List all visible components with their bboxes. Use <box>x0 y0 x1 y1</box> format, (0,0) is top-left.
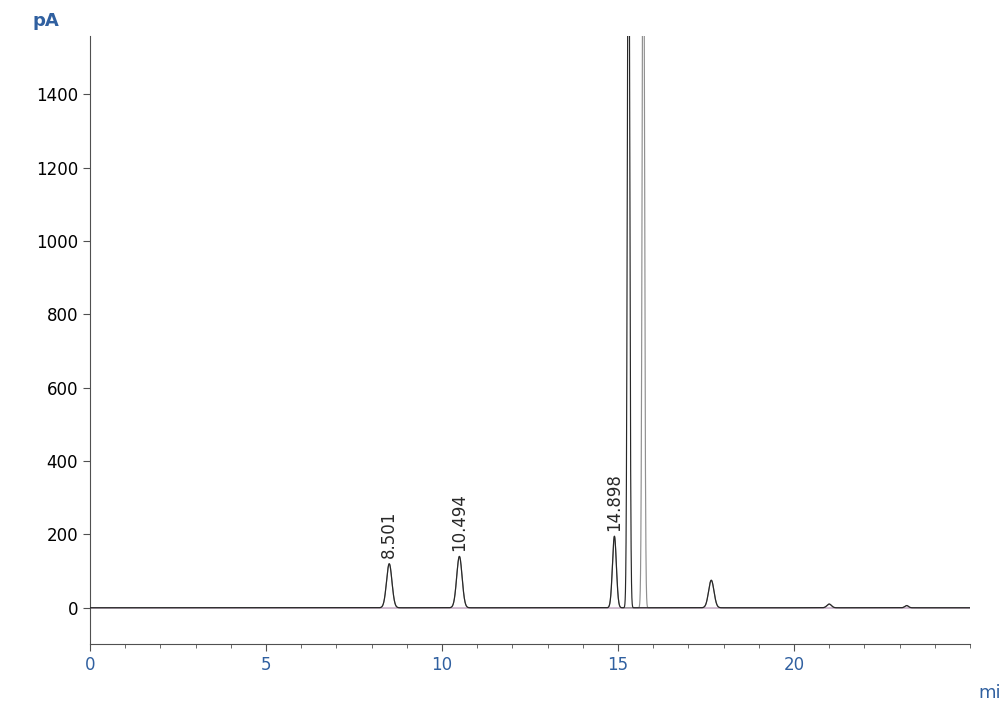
Text: min: min <box>979 684 1000 702</box>
Text: 10.494: 10.494 <box>450 493 468 551</box>
Text: 8.501: 8.501 <box>380 511 398 558</box>
Text: 14.898: 14.898 <box>605 473 623 531</box>
Text: pA: pA <box>33 11 60 30</box>
